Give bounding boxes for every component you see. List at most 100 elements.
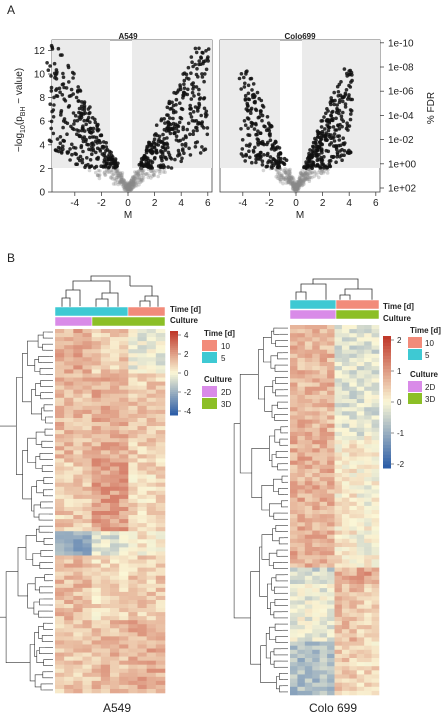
- data-point: [124, 186, 129, 191]
- heatmap-cell: [155, 438, 166, 443]
- heatmap-cell: [304, 431, 313, 437]
- data-point: [306, 172, 310, 176]
- heatmap-cell: [55, 555, 65, 560]
- heatmap-cell: [128, 486, 138, 492]
- heatmap-cell: [341, 456, 350, 461]
- data-point: [343, 91, 348, 96]
- heatmap-cell: [73, 519, 83, 524]
- heatmap-cell: [128, 389, 138, 395]
- data-point: [94, 135, 99, 140]
- data-point: [72, 122, 76, 126]
- data-point: [281, 181, 285, 186]
- data-point: [297, 185, 302, 190]
- heatmap-cell: [64, 672, 74, 678]
- data-point: [332, 90, 337, 95]
- heatmap-cell: [82, 519, 92, 524]
- heatmap-cell: [304, 345, 313, 350]
- tick-label: -4: [238, 198, 247, 209]
- heatmap-cell: [290, 645, 298, 651]
- data-point: [139, 166, 143, 171]
- data-point: [180, 142, 185, 147]
- data-point: [341, 95, 346, 99]
- heatmap-cell: [371, 394, 380, 400]
- heatmap-cell: [290, 386, 298, 392]
- data-point: [274, 159, 279, 164]
- heatmap-cell: [110, 579, 120, 585]
- heatmap-cell: [290, 366, 298, 371]
- heatmap-cell: [119, 660, 129, 665]
- data-point: [129, 179, 133, 183]
- heatmap-cell: [91, 660, 102, 665]
- heatmap-cell: [290, 505, 298, 511]
- heatmap-cell: [371, 489, 380, 494]
- heatmap-cell: [100, 579, 111, 585]
- heatmap-cell: [64, 357, 74, 362]
- heatmap-cell: [82, 401, 92, 407]
- heatmap-cell: [356, 645, 365, 651]
- heatmap-cell: [297, 448, 306, 453]
- heatmap-cell: [110, 640, 120, 645]
- heatmap-cell: [110, 482, 120, 488]
- heatmap-cell: [319, 477, 328, 482]
- data-point: [146, 161, 150, 166]
- heatmap-cell: [100, 632, 111, 637]
- data-point: [295, 186, 299, 190]
- heatmap-cell: [304, 505, 313, 511]
- data-point: [139, 166, 144, 170]
- data-point: [112, 176, 117, 181]
- data-point: [308, 171, 312, 175]
- color-scale: 210-1-2: [383, 336, 405, 469]
- heatmap-cell: [137, 478, 147, 483]
- heatmap-cell: [297, 670, 306, 675]
- heatmap-cell: [110, 559, 120, 564]
- heatmap-cell: [64, 571, 74, 577]
- data-point: [125, 183, 130, 188]
- data-point: [152, 173, 156, 177]
- data-point: [81, 149, 85, 154]
- heatmap-cell: [312, 588, 320, 593]
- heatmap-cell: [341, 485, 350, 490]
- heatmap-cell: [91, 563, 102, 568]
- scale-step: [170, 335, 178, 338]
- dendrogram-branch: [273, 660, 282, 668]
- heatmap-cell: [327, 625, 335, 630]
- heatmap-cell: [119, 559, 129, 564]
- data-point: [128, 181, 133, 186]
- heatmap-cell: [146, 373, 157, 378]
- scale-step: [170, 343, 178, 347]
- heatmap-cell: [334, 608, 343, 614]
- heatmap-cell: [100, 337, 111, 342]
- heatmap-cell: [55, 474, 65, 479]
- heatmap-cell: [371, 325, 380, 330]
- data-point: [117, 181, 122, 185]
- heatmap-cell: [290, 452, 298, 457]
- heatmap-cell: [290, 333, 298, 338]
- heatmap-cell: [341, 559, 350, 564]
- heatmap-cell: [91, 349, 102, 354]
- data-point: [121, 178, 126, 182]
- heatmap-cell: [100, 413, 111, 419]
- heatmap-cell: [100, 474, 111, 479]
- heatmap-cell: [146, 595, 157, 601]
- legend-item-5: 5: [425, 351, 430, 360]
- heatmap-cell: [349, 325, 358, 330]
- heatmap-cell: [128, 527, 138, 532]
- heatmap-cell: [341, 493, 350, 498]
- data-point: [123, 183, 128, 188]
- heatmap-cell: [304, 378, 313, 383]
- data-point: [154, 169, 159, 173]
- heatmap-cell: [371, 370, 380, 375]
- heatmap-cell: [319, 530, 328, 535]
- data-point: [171, 103, 176, 108]
- heatmap-cell: [119, 401, 129, 407]
- heatmap-cell: [64, 511, 74, 516]
- heatmap-cell: [356, 382, 365, 387]
- heatmap-cell: [341, 686, 350, 692]
- data-point: [88, 158, 93, 162]
- data-point: [77, 106, 82, 111]
- heatmap-cell: [55, 337, 65, 342]
- legend-time-title: Time [d]: [410, 326, 441, 335]
- heatmap-cell: [128, 506, 138, 512]
- data-point: [126, 185, 131, 190]
- heatmap-cell: [304, 477, 313, 482]
